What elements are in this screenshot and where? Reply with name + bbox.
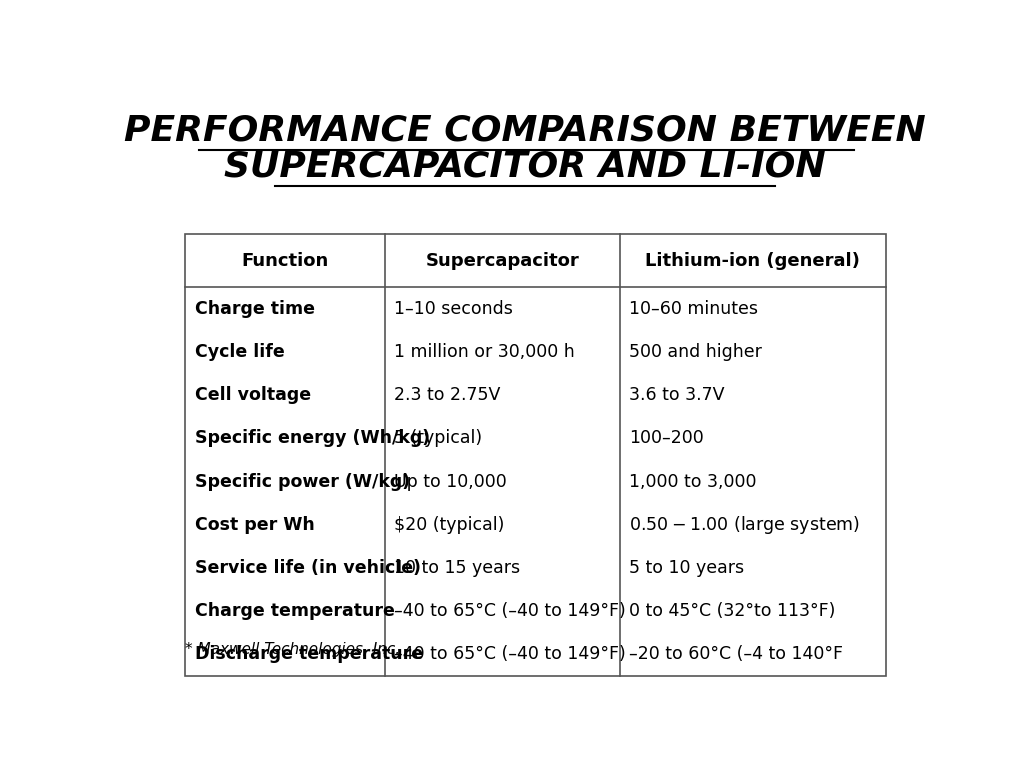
Text: 0 to 45°C (32°to 113°F): 0 to 45°C (32°to 113°F) — [629, 602, 836, 620]
Text: 1,000 to 3,000: 1,000 to 3,000 — [629, 472, 757, 491]
Text: Lithium-ion (general): Lithium-ion (general) — [645, 252, 860, 270]
Text: 10–60 minutes: 10–60 minutes — [629, 300, 758, 318]
Text: Cost per Wh: Cost per Wh — [195, 516, 314, 534]
Text: SUPERCAPACITOR AND LI-ION: SUPERCAPACITOR AND LI-ION — [224, 149, 825, 183]
Text: Service life (in vehicle): Service life (in vehicle) — [195, 559, 421, 577]
Text: Charge time: Charge time — [195, 300, 314, 318]
Text: –20 to 60°C (–4 to 140°F: –20 to 60°C (–4 to 140°F — [629, 645, 843, 664]
Text: 10 to 15 years: 10 to 15 years — [394, 559, 520, 577]
Text: Discharge temperature: Discharge temperature — [195, 645, 423, 664]
Text: $0.50-$1.00 (large system): $0.50-$1.00 (large system) — [629, 514, 860, 536]
Text: Up to 10,000: Up to 10,000 — [394, 472, 507, 491]
Text: Supercapacitor: Supercapacitor — [425, 252, 580, 270]
Text: Specific energy (Wh/kg): Specific energy (Wh/kg) — [195, 429, 430, 448]
Text: Cell voltage: Cell voltage — [195, 386, 311, 404]
Text: 3.6 to 3.7V: 3.6 to 3.7V — [629, 386, 725, 404]
Text: Specific power (W/kg): Specific power (W/kg) — [195, 472, 410, 491]
Text: * Maxwell Technologies, Inc.: * Maxwell Technologies, Inc. — [185, 642, 400, 657]
Text: Cycle life: Cycle life — [195, 343, 285, 361]
Text: 1–10 seconds: 1–10 seconds — [394, 300, 513, 318]
Text: –40 to 65°C (–40 to 149°F): –40 to 65°C (–40 to 149°F) — [394, 645, 626, 664]
Text: Charge temperature: Charge temperature — [195, 602, 394, 620]
Text: 5 to 10 years: 5 to 10 years — [629, 559, 744, 577]
Text: 100–200: 100–200 — [629, 429, 703, 448]
Text: 2.3 to 2.75V: 2.3 to 2.75V — [394, 386, 501, 404]
Text: 5 (typical): 5 (typical) — [394, 429, 482, 448]
Text: 1 million or 30,000 h: 1 million or 30,000 h — [394, 343, 575, 361]
Text: 500 and higher: 500 and higher — [629, 343, 762, 361]
Text: PERFORMANCE COMPARISON BETWEEN: PERFORMANCE COMPARISON BETWEEN — [124, 114, 926, 147]
Text: Function: Function — [242, 252, 329, 270]
Bar — [185, 234, 886, 676]
Text: –40 to 65°C (–40 to 149°F): –40 to 65°C (–40 to 149°F) — [394, 602, 626, 620]
Text: $20 (typical): $20 (typical) — [394, 516, 505, 534]
